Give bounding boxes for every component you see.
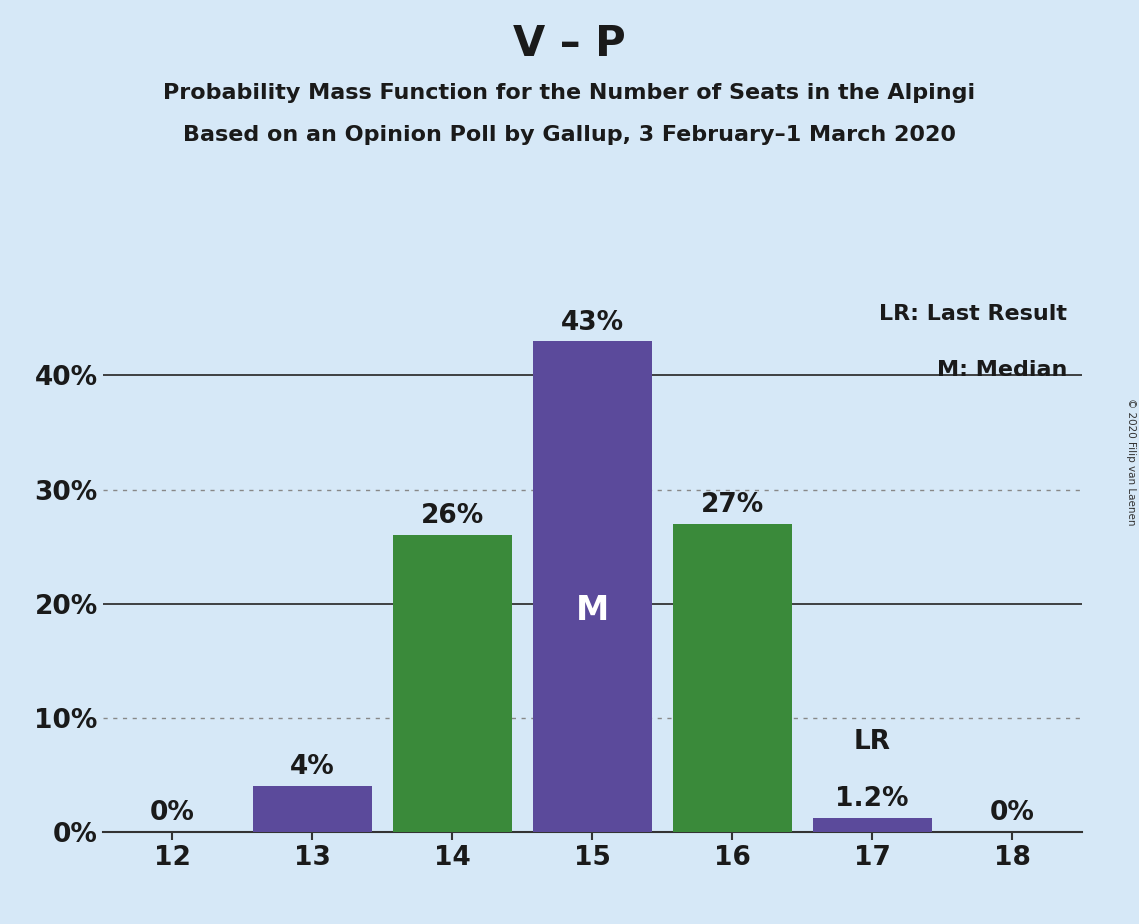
Bar bbox=[812, 818, 932, 832]
Bar bbox=[393, 535, 511, 832]
Text: 27%: 27% bbox=[700, 492, 764, 518]
Bar bbox=[673, 524, 792, 832]
Text: M: M bbox=[575, 594, 609, 627]
Bar bbox=[533, 341, 652, 832]
Text: 26%: 26% bbox=[420, 504, 484, 529]
Text: 0%: 0% bbox=[990, 800, 1034, 826]
Text: Probability Mass Function for the Number of Seats in the Alpingi: Probability Mass Function for the Number… bbox=[163, 83, 976, 103]
Text: Based on an Opinion Poll by Gallup, 3 February–1 March 2020: Based on an Opinion Poll by Gallup, 3 Fe… bbox=[183, 125, 956, 145]
Text: LR: LR bbox=[853, 729, 891, 755]
Text: LR: Last Result: LR: Last Result bbox=[879, 304, 1067, 323]
Text: 0%: 0% bbox=[150, 800, 195, 826]
Bar bbox=[253, 786, 371, 832]
Text: M: Median: M: Median bbox=[937, 360, 1067, 380]
Text: 43%: 43% bbox=[560, 310, 624, 335]
Text: V – P: V – P bbox=[514, 23, 625, 65]
Text: 1.2%: 1.2% bbox=[835, 786, 909, 812]
Text: © 2020 Filip van Laenen: © 2020 Filip van Laenen bbox=[1126, 398, 1136, 526]
Text: 4%: 4% bbox=[290, 754, 335, 780]
